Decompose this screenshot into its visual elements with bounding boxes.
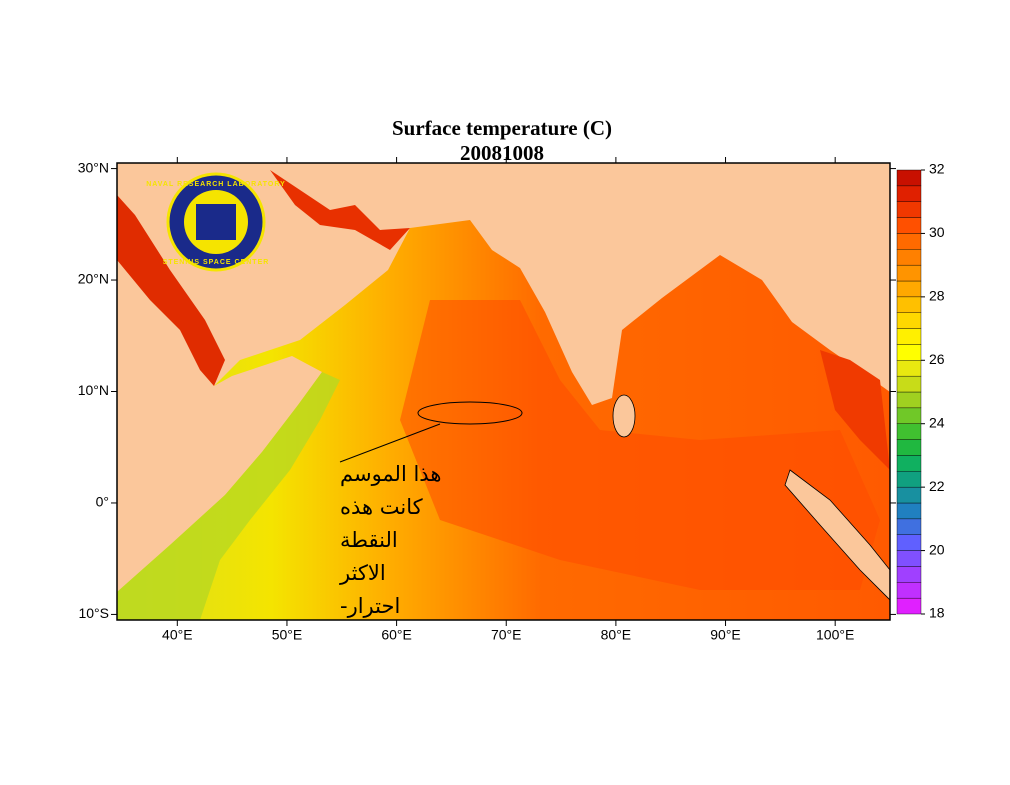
red-sea [117,195,225,386]
annotation-line: هذا الموسم [340,462,441,487]
colorbar-band [896,502,922,520]
annotation-line: احترار- [340,594,400,618]
y-tick-label: 10°N [78,382,109,398]
y-tick-label: 30°N [78,159,109,175]
x-tick-label: 70°E [491,627,522,643]
colorbar-band [896,264,922,282]
sumatra [784,469,890,601]
colorbar-band [896,344,922,361]
colorbar-band [896,201,922,218]
colorbar-tick-label: 22 [929,478,945,494]
x-tick-label: 90°E [710,627,741,643]
colorbar-band [896,312,922,329]
y-tick-label: 10°S [78,605,109,621]
colorbar-band [896,217,922,234]
colorbar-band [896,518,922,535]
colorbar-band [896,391,922,409]
x-tick-label: 100°E [816,627,854,643]
colorbar-tick-label: 24 [929,414,945,430]
annotation-line: الاكثر [339,561,386,585]
annotation-line: النقطة [340,528,398,552]
x-tick-label: 40°E [162,627,193,643]
colorbar-tick-label: 32 [929,161,945,177]
x-tick-label: 50°E [272,627,303,643]
colorbar-band [896,249,922,266]
colorbar-band [896,597,922,615]
map-date: 20081008 [460,141,544,165]
map-area [117,163,890,620]
green-coastal-band [117,372,340,620]
colorbar-band [896,375,922,393]
logo-text: NAVAL RESEARCH LABORATORY [146,181,286,188]
colorbar-band [896,360,922,377]
colorbar-tick-label: 30 [929,224,945,240]
sri-lanka [612,394,636,438]
colorbar-band [896,471,922,488]
persian-gulf [270,170,410,250]
logo: NAVAL RESEARCH LABORATORY STENNIS SPACE … [146,172,286,272]
map-title: Surface temperature (C) [392,116,612,140]
colorbar-tick-label: 28 [929,288,945,304]
colorbar-band [896,439,922,456]
colorbar-band [896,582,922,599]
colorbar-band [896,169,922,187]
y-tick-label: 0° [96,494,109,510]
colorbar-band [896,280,922,298]
andaman-sea [820,350,890,470]
colorbar-band [896,185,922,202]
highlight-ellipse [417,401,523,425]
annotation-pointer [339,423,441,463]
logo-crest [196,204,236,240]
colorbar-band [896,455,922,472]
x-tick-label: 60°E [381,627,412,643]
colorbar-band [896,534,922,551]
colorbar-band [896,296,922,313]
colorbar-tick-label: 20 [929,541,945,557]
colorbar-tick-label: 18 [929,605,945,621]
colorbar-band [896,566,922,583]
colorbar-band [896,423,922,440]
colorbar-band [896,550,922,567]
logo-text: STENNIS SPACE CENTER [163,259,270,266]
x-tick-label: 80°E [601,627,632,643]
colorbar-band [896,407,922,424]
colorbar-tick-label: 26 [929,351,945,367]
y-tick-label: 20°N [78,271,109,287]
annotation-line: كانت هذه [340,495,423,519]
colorbar-band [896,486,922,504]
colorbar-band [896,233,922,250]
warm-core [400,300,880,590]
colorbar-band [896,328,922,345]
